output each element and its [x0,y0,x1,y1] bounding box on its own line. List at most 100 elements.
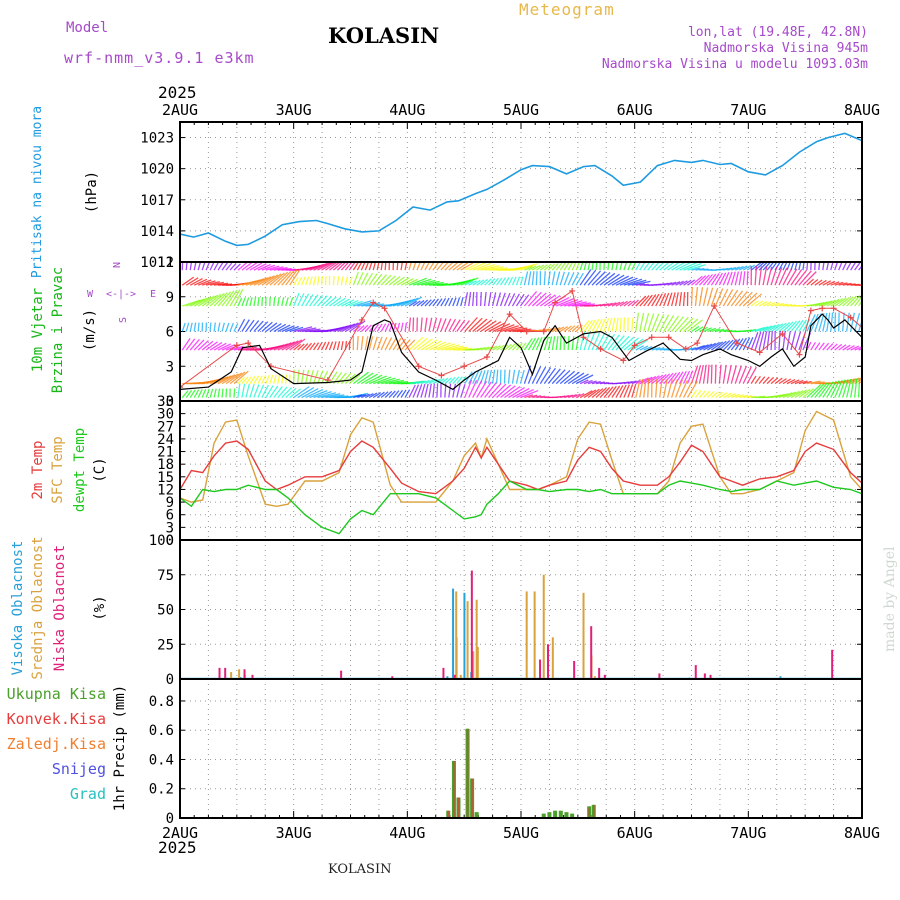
wind-arrow [798,270,812,286]
y-tick-label: 30 [157,407,174,423]
wind-arrow [285,387,297,399]
wind-arrow [647,378,650,398]
wind-arrow [504,326,524,333]
conv-precip-bar [457,797,460,818]
wind-arrow [603,318,610,332]
wind-arrow [639,345,649,351]
wind-arrow [452,319,461,332]
wind-arrow [364,272,374,286]
wind-arrow [810,262,812,271]
wind-arrow [257,297,260,307]
wind-arrow [245,319,255,332]
wind-arrow [265,322,278,333]
wind-arrow [627,380,637,385]
wind-arrow [599,272,616,286]
wind-arrow [818,381,831,398]
wind-arrow [229,263,237,271]
wind-arrow [456,383,461,398]
y-tick-label: 24 [157,432,174,448]
pressure-unit: (hPa) [84,171,100,213]
wind-arrow [365,303,385,307]
wind-arrow [408,300,418,307]
wind-arrow [631,383,637,398]
wind-arrow [571,373,589,385]
model-label: Model [66,20,109,36]
wind-arrow [364,374,383,385]
wind-arrow [281,297,285,307]
frozen-precip-label: Zaledj.Kisa [7,735,106,753]
wind-arrow [615,335,630,351]
wind-arrow [782,268,793,286]
wind-arrow [440,377,449,385]
wind-arrow [758,331,765,351]
wind-arrow [679,317,694,332]
wind-arrow [201,294,219,307]
wind-arrow [408,317,412,332]
wind-arrow [432,298,439,307]
wind-arrow [273,267,288,271]
wind-arrow [571,393,581,399]
wind-arrow [353,300,372,307]
x-tick-label-bottom: 6AUG [617,824,653,842]
wind-arrow [372,273,383,286]
wind-arrow [253,276,272,286]
wind-arrow [718,288,729,307]
wind-arrow [364,336,369,351]
wind-arrow [682,292,686,307]
wind-arrow [328,341,334,351]
wind-arrow [635,345,644,351]
wind-arrow [225,262,233,271]
wind-arrow [400,389,407,398]
wind-arrow [591,380,601,385]
gust-marker [358,316,365,323]
wind-arrow [281,340,299,351]
gust-marker [438,372,445,379]
wind-arrow [639,378,644,398]
wind-arrow [778,392,793,399]
wind-arrow [249,277,268,286]
wind-arrow [726,289,739,307]
wind-arrow [269,323,282,333]
wind-arrow [698,390,706,398]
wind-arrow [460,297,464,307]
wind-arrow [631,280,651,286]
wind-arrow [694,287,699,307]
wind-arrow [444,297,450,307]
gust-marker [733,340,740,347]
wind-arrow [849,312,855,332]
wind-arrow [830,312,834,332]
wind-arrow [496,324,515,333]
wind-arrow [707,327,717,333]
wind-arrow [432,262,440,271]
low-cloud-bar [251,674,254,679]
wind-arrow [794,389,808,399]
wind-arrow [667,372,677,385]
wind-arrow [702,287,709,307]
wind-arrow [531,366,542,384]
wind-arrow [376,274,387,286]
wind-arrow [822,262,825,271]
low-cloud-bar [391,676,394,679]
wind-arrow [555,336,559,351]
wind-arrow [265,375,270,384]
wind-arrow [253,375,260,384]
wind-arrow [420,379,430,385]
wind-arrow [722,272,730,286]
wind-arrow [846,295,858,307]
wind-arrow [186,298,205,307]
wind-arrow [774,377,783,385]
wind-arrow [313,294,324,307]
wind-arrow [456,319,466,332]
wind-arrow [301,328,321,333]
total-precip-bar [558,810,563,818]
wind-arrow [436,317,442,332]
wind-arrow [858,264,862,271]
wind-arrow [408,336,424,351]
wind-arrow [551,336,556,351]
wind-arrow [778,378,787,385]
wind-arrow [189,339,200,351]
wind-arrow [583,262,587,271]
wind-arrow [611,301,621,307]
wind-arrow [460,277,479,286]
wind-arrow [682,370,691,384]
